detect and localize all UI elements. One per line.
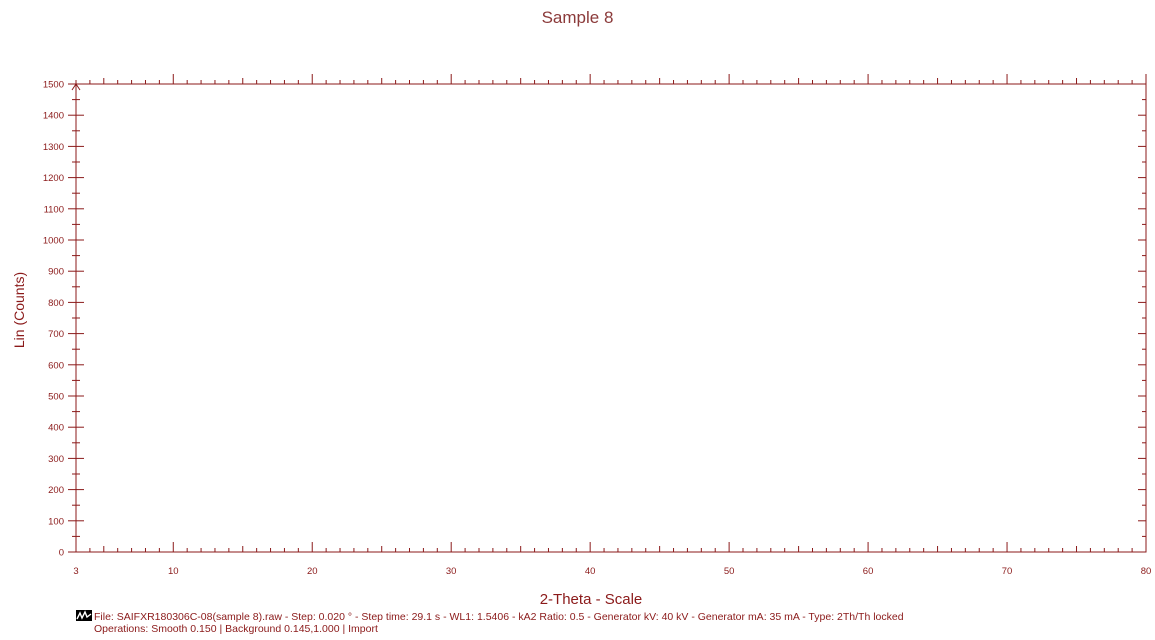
x-axis-label: 2-Theta - Scale [540,591,643,608]
y-tick-label: 900 [48,267,64,278]
x-tick-label: 80 [1141,566,1152,577]
y-tick-label: 0 [59,548,64,559]
x-tick-label: 70 [1002,566,1013,577]
x-tick-label: 40 [585,566,596,577]
y-tick-label: 800 [48,298,64,309]
x-tick-label: 30 [446,566,457,577]
y-tick-label: 1000 [43,236,64,247]
x-tick-label: 20 [307,566,318,577]
plot-frame [75,83,1147,553]
x-tick-label: 3 [73,566,78,577]
x-tick-label: 10 [168,566,179,577]
y-tick-label: 700 [48,329,64,340]
y-axis-label: Lin (Counts) [11,272,27,348]
y-tick-label: 300 [48,454,64,465]
y-tick-label: 1500 [43,80,64,91]
y-tick-label: 500 [48,392,64,403]
x-tick-label: 50 [724,566,735,577]
y-tick-label: 1200 [43,173,64,184]
y-tick-label: 600 [48,360,64,371]
scan-info: File: SAIFXR180306C-08(sample 8).raw - S… [76,610,904,635]
x-tick-label: 60 [863,566,874,577]
file-info-line: File: SAIFXR180306C-08(sample 8).raw - S… [94,611,904,623]
scan-icon [76,610,92,621]
y-tick-label: 100 [48,516,64,527]
y-tick-label: 1100 [44,204,64,215]
operations-line: Operations: Smooth 0.150 | Background 0.… [94,623,378,635]
y-tick-label: 400 [48,423,64,434]
y-tick-label: 200 [48,485,64,496]
y-tick-label: 1400 [43,111,64,122]
y-tick-label: 1300 [43,142,64,153]
chart-title: Sample 8 [541,8,614,27]
